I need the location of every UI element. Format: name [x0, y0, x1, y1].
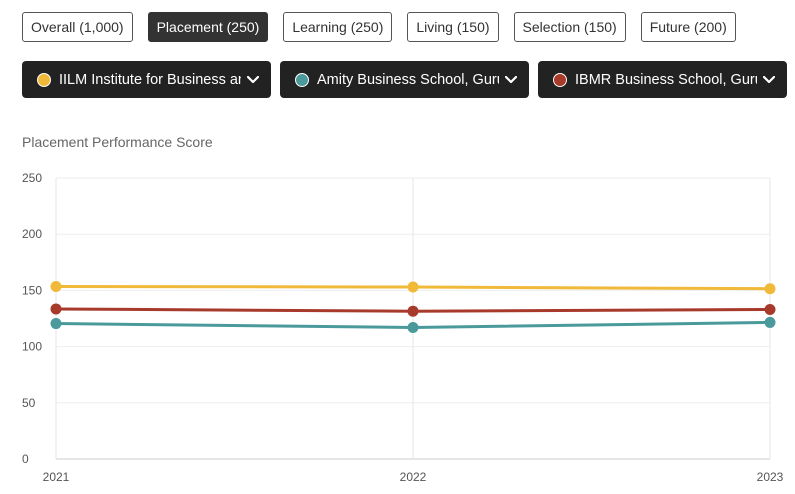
tab-overall[interactable]: Overall (1,000): [22, 12, 133, 42]
data-point[interactable]: [764, 283, 776, 295]
college-selector-1[interactable]: IILM Institute for Business and Manageme…: [22, 61, 271, 98]
chevron-down-icon: [505, 73, 519, 87]
college-selector-3[interactable]: IBMR Business School, Gurugram: [538, 61, 787, 98]
tab-living[interactable]: Living (150): [407, 12, 499, 42]
college-selector-label: IBMR Business School, Gurugram: [575, 71, 757, 88]
tab-selection[interactable]: Selection (150): [513, 12, 626, 42]
y-tick-label: 100: [22, 340, 42, 354]
data-point[interactable]: [407, 305, 419, 317]
series-color-dot: [295, 72, 309, 87]
y-tick-label: 150: [22, 283, 42, 297]
chart-title: Placement Performance Score: [22, 134, 213, 150]
tab-future[interactable]: Future (200): [640, 12, 736, 42]
y-tick-label: 50: [22, 396, 36, 410]
chevron-down-icon: [247, 73, 261, 87]
college-selector-label: IILM Institute for Business and Manageme…: [59, 71, 241, 88]
data-point[interactable]: [407, 281, 419, 293]
tab-placement[interactable]: Placement (250): [147, 12, 269, 42]
tab-learning[interactable]: Learning (250): [283, 12, 393, 42]
data-point[interactable]: [764, 316, 776, 328]
series-color-dot: [37, 72, 51, 87]
college-selector-label: Amity Business School, Gurugram: [317, 71, 499, 88]
college-selector-2[interactable]: Amity Business School, Gurugram: [280, 61, 529, 98]
y-tick-label: 0: [22, 452, 29, 466]
series-color-dot: [553, 72, 567, 87]
data-point[interactable]: [50, 280, 62, 292]
data-point[interactable]: [764, 304, 776, 316]
data-point[interactable]: [50, 303, 62, 315]
x-tick-label: 2023: [757, 470, 784, 484]
x-tick-label: 2022: [400, 470, 427, 484]
data-point[interactable]: [50, 318, 62, 330]
college-selectors: IILM Institute for Business and Manageme…: [22, 61, 787, 98]
chevron-down-icon: [763, 73, 777, 87]
data-point[interactable]: [407, 321, 419, 333]
y-tick-label: 250: [22, 171, 42, 185]
x-tick-label: 2021: [43, 470, 70, 484]
category-tabs: Overall (1,000) Placement (250) Learning…: [22, 12, 736, 42]
y-tick-label: 200: [22, 227, 42, 241]
